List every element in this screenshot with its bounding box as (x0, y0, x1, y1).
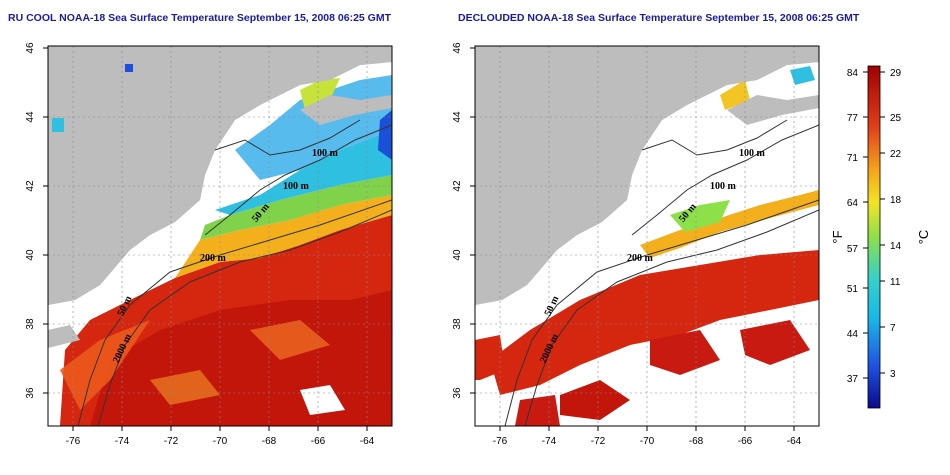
colorbar-f-tick: 71 (847, 153, 859, 164)
colorbar-f-tick: 44 (847, 329, 859, 340)
colorbar-c-tick: 11 (890, 277, 901, 288)
right-lat-tick: 36 (452, 387, 463, 399)
right-lon-tick: -72 (591, 436, 606, 447)
left-lat-tick: 42 (25, 180, 36, 192)
right-lat-tick: 38 (452, 318, 463, 330)
left-lon-tick: -64 (360, 436, 375, 447)
left-contour-label-100m-b: 100 m (283, 181, 310, 192)
colorbar-c-tick: 29 (890, 68, 902, 79)
colorbar-f-tick: 77 (847, 113, 859, 124)
left-lat-tick: 38 (25, 318, 36, 330)
left-lat-tick: 36 (25, 387, 36, 399)
left-lon-tick: -74 (115, 436, 130, 447)
left-lon-tick: -66 (311, 436, 326, 447)
right-lon-tick: -76 (493, 436, 508, 447)
left-lat-tick: 40 (25, 249, 36, 261)
left-lat-tick: 44 (25, 111, 36, 123)
right-lat-tick: 42 (452, 180, 463, 192)
colorbar-c-tick: 14 (890, 241, 902, 252)
left-contour-label-100m-a: 100 m (312, 148, 339, 159)
right-lon-tick: -64 (787, 436, 802, 447)
left-contour-label-200m: 200 m (200, 253, 227, 264)
colorbar-f-tick: 84 (847, 68, 859, 79)
colorbar-f-tick: 64 (847, 198, 859, 209)
colorbar: 84 77 71 64 57 51 44 37 29 25 22 18 14 1… (830, 65, 931, 409)
colorbar-unit-celsius: °C (916, 230, 931, 245)
colorbar-c-tick: 18 (890, 195, 902, 206)
left-lon-tick: -76 (66, 436, 81, 447)
colorbar-f-tick: 51 (847, 284, 859, 295)
right-contour-label-100m-a: 100 m (739, 148, 766, 159)
colorbar-f-tick: 37 (847, 374, 859, 385)
right-map (475, 46, 819, 426)
right-lon-axis: -76 -74 -72 -70 -68 -66 -64 (493, 426, 802, 447)
left-lat-tick: 46 (25, 42, 36, 54)
right-lat-tick: 44 (452, 111, 463, 123)
left-panel-title: RU COOL NOAA-18 Sea Surface Temperature … (8, 12, 392, 24)
right-lat-axis: 46 44 42 40 38 36 (452, 42, 475, 399)
right-lon-tick: -66 (738, 436, 753, 447)
right-panel-title: DECLOUDED NOAA-18 Sea Surface Temperatur… (458, 12, 860, 24)
left-lon-axis: -76 -74 -72 -70 -68 -66 -64 (66, 426, 375, 447)
colorbar-c-tick: 22 (890, 149, 902, 160)
colorbar-gradient (867, 65, 881, 409)
colorbar-c-tick: 3 (890, 369, 896, 380)
colorbar-c-tick: 7 (890, 323, 896, 334)
colorbar-f-tick: 57 (847, 244, 859, 255)
left-lon-tick: -72 (164, 436, 179, 447)
right-lon-tick: -70 (640, 436, 655, 447)
right-lon-tick: -74 (542, 436, 557, 447)
right-lon-tick: -68 (689, 436, 704, 447)
right-lat-tick: 40 (452, 249, 463, 261)
right-contour-label-200m: 200 m (627, 253, 654, 264)
colorbar-unit-fahrenheit: °F (830, 230, 845, 243)
left-lon-tick: -68 (262, 436, 277, 447)
colorbar-c-tick: 25 (890, 113, 902, 124)
left-map (48, 46, 392, 426)
right-lat-tick: 46 (452, 42, 463, 54)
left-lat-axis: 46 44 42 40 38 36 (25, 42, 48, 399)
right-contour-label-100m-b: 100 m (710, 181, 737, 192)
left-lon-tick: -70 (213, 436, 228, 447)
